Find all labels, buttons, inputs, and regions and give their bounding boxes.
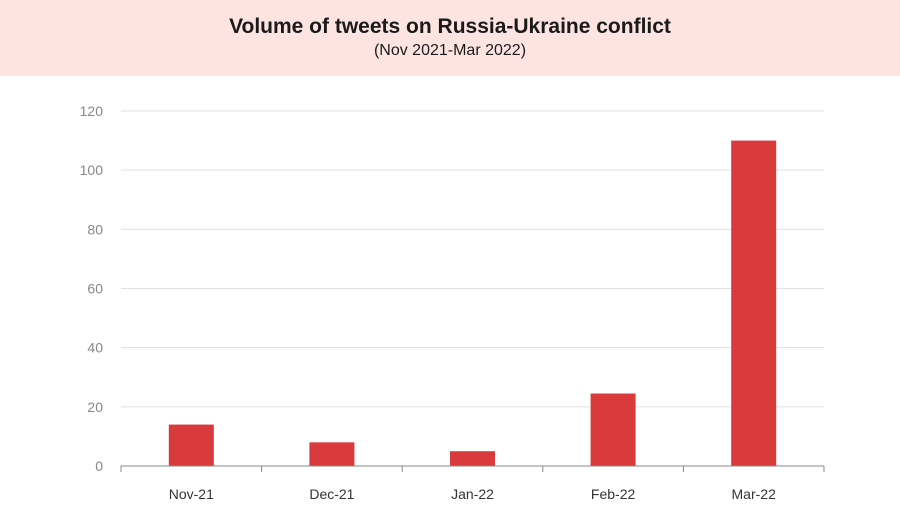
y-tick-label: 40: [87, 340, 103, 356]
bar-dec-21: [309, 442, 355, 466]
y-axis-ticks: 0 20 40 60 80 100 120: [80, 103, 104, 474]
x-tick-label: Mar-22: [732, 486, 777, 502]
bar-feb-22: [590, 393, 636, 466]
y-tick-label: 100: [80, 162, 104, 178]
y-tick-label: 80: [87, 221, 103, 237]
chart-subtitle: (Nov 2021-Mar 2022): [373, 42, 527, 59]
y-tick-label: 0: [95, 458, 103, 474]
bar-nov-21: [168, 424, 214, 466]
x-tick-label: Jan-22: [451, 486, 494, 502]
x-tick-label: Nov-21: [169, 486, 214, 502]
bar-jan-22: [450, 451, 495, 466]
chart-header: Volume of tweets on Russia-Ukraine confl…: [0, 0, 900, 76]
gridlines: [121, 110, 824, 408]
chart-title: Volume of tweets on Russia-Ukraine confl…: [229, 15, 671, 38]
bar-mar-22: [731, 140, 777, 467]
y-tick-label: 20: [87, 399, 103, 415]
bars: [168, 140, 777, 467]
y-tick-label: 120: [80, 103, 104, 119]
x-tick-label: Dec-21: [309, 486, 354, 502]
x-tick-label: Feb-22: [591, 486, 636, 502]
x-axis: Nov-21 Dec-21 Jan-22 Feb-22 Mar-22: [120, 465, 825, 502]
y-tick-label: 60: [87, 281, 103, 297]
